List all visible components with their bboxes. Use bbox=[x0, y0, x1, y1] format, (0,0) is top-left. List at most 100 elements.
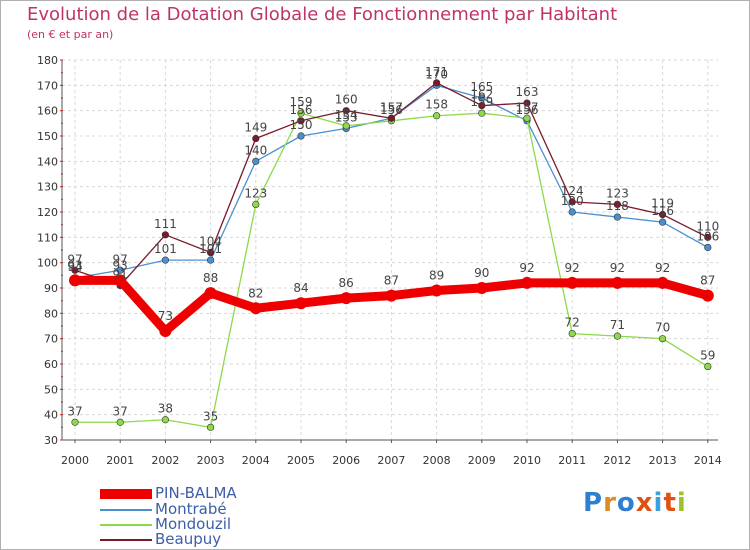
data-label-pin-balma: 87 bbox=[700, 274, 715, 288]
data-point-montrab- bbox=[478, 94, 486, 102]
data-label-pin-balma: 87 bbox=[384, 274, 399, 288]
data-label-beaupuy: 156 bbox=[290, 103, 313, 117]
data-label-montrab-: 140 bbox=[244, 143, 267, 157]
y-tick-label: 160 bbox=[37, 105, 58, 118]
data-point-pin-balma bbox=[656, 276, 669, 289]
data-point-beaupuy bbox=[704, 233, 712, 241]
y-tick-label: 40 bbox=[44, 409, 58, 422]
data-label-mondouzil: 157 bbox=[516, 100, 539, 114]
data-point-beaupuy bbox=[478, 101, 486, 110]
x-tick-label: 2009 bbox=[468, 454, 496, 467]
legend-item-montrabe: Montrabé bbox=[100, 500, 360, 518]
data-label-pin-balma: 82 bbox=[248, 286, 263, 300]
data-point-pin-balma bbox=[340, 292, 353, 305]
data-label-montrab-: 156 bbox=[516, 103, 539, 117]
data-label-beaupuy: 160 bbox=[335, 93, 358, 107]
data-label-mondouzil: 123 bbox=[244, 186, 267, 200]
data-label-pin-balma: 92 bbox=[519, 261, 534, 275]
legend-label-beaupuy: Beaupuy bbox=[155, 530, 222, 548]
data-point-montrab- bbox=[116, 266, 124, 274]
data-point-beaupuy bbox=[658, 210, 667, 219]
y-tick-label: 70 bbox=[44, 333, 58, 346]
data-point-beaupuy bbox=[161, 231, 169, 239]
x-tick-label: 2004 bbox=[242, 454, 270, 467]
data-label-montrab-: 153 bbox=[335, 110, 358, 124]
data-label-mondouzil: 154 bbox=[335, 108, 358, 122]
data-point-montrab- bbox=[252, 157, 260, 165]
data-point-mondouzil bbox=[704, 362, 712, 371]
logo-letter: x bbox=[635, 488, 654, 518]
data-label-beaupuy: 124 bbox=[561, 184, 584, 198]
proxiti-logo: Proxiti bbox=[583, 488, 687, 518]
data-point-montrab- bbox=[297, 132, 305, 140]
data-label-montrab-: 101 bbox=[154, 242, 177, 256]
data-point-pin-balma bbox=[521, 276, 533, 289]
data-point-mondouzil bbox=[433, 112, 441, 120]
y-tick-label: 130 bbox=[37, 181, 58, 194]
data-point-beaupuy bbox=[252, 134, 260, 143]
data-label-mondouzil: 158 bbox=[425, 98, 448, 112]
x-tick-label: 2005 bbox=[287, 454, 315, 467]
data-label-pin-balma: 73 bbox=[158, 309, 173, 323]
legend-label-montrabe: Montrabé bbox=[155, 500, 227, 518]
data-point-pin-balma bbox=[159, 325, 172, 338]
data-point-beaupuy bbox=[613, 200, 622, 208]
data-label-pin-balma: 89 bbox=[429, 269, 444, 283]
y-tick-label: 120 bbox=[37, 206, 58, 219]
data-point-mondouzil bbox=[613, 332, 622, 340]
y-tick-label: 60 bbox=[44, 358, 58, 371]
data-label-mondouzil: 159 bbox=[290, 95, 313, 109]
data-point-mondouzil bbox=[658, 335, 667, 343]
data-point-pin-balma bbox=[701, 289, 714, 302]
data-label-mondouzil: 70 bbox=[655, 321, 670, 335]
data-point-pin-balma bbox=[204, 287, 217, 300]
logo-letter: i bbox=[653, 488, 664, 518]
data-label-montrab-: 120 bbox=[561, 194, 584, 208]
data-point-montrab- bbox=[704, 243, 712, 252]
logo-letter: r bbox=[603, 488, 617, 518]
data-label-pin-balma: 84 bbox=[293, 281, 308, 295]
data-label-mondouzil: 35 bbox=[203, 409, 218, 423]
data-label-montrab-: 116 bbox=[651, 204, 674, 218]
x-tick-label: 2014 bbox=[694, 454, 722, 467]
data-label-mondouzil: 72 bbox=[565, 316, 580, 330]
data-label-mondouzil: 159 bbox=[470, 95, 493, 109]
data-point-mondouzil bbox=[523, 114, 531, 122]
data-label-beaupuy: 157 bbox=[380, 100, 403, 114]
data-point-pin-balma bbox=[385, 289, 398, 302]
legend-swatch-beaupuy bbox=[100, 539, 152, 541]
data-point-pin-balma bbox=[249, 302, 262, 315]
legend-item-beaupuy: Beaupuy bbox=[100, 530, 360, 548]
data-point-pin-balma bbox=[566, 276, 579, 289]
data-point-montrab- bbox=[161, 256, 169, 264]
data-point-montrab- bbox=[568, 208, 576, 216]
data-label-pin-balma: 92 bbox=[565, 261, 580, 275]
data-label-beaupuy: 149 bbox=[244, 121, 267, 135]
chart-title: Evolution de la Dotation Globale de Fonc… bbox=[27, 4, 618, 25]
data-label-mondouzil: 37 bbox=[113, 404, 128, 418]
legend-swatch-mondouzil bbox=[100, 524, 152, 526]
data-point-beaupuy bbox=[207, 248, 215, 257]
data-label-montrab-: 94 bbox=[67, 260, 82, 274]
x-tick-label: 2007 bbox=[377, 454, 405, 467]
legend-item-mondouzil: Mondouzil bbox=[100, 515, 360, 533]
x-tick-label: 2002 bbox=[151, 454, 179, 467]
data-point-mondouzil bbox=[342, 122, 350, 130]
data-label-montrab-: 170 bbox=[425, 67, 448, 81]
y-tick-label: 30 bbox=[44, 434, 58, 447]
y-tick-label: 100 bbox=[37, 257, 58, 270]
data-point-montrab- bbox=[613, 213, 622, 221]
data-point-pin-balma bbox=[69, 274, 81, 287]
data-label-beaupuy: 111 bbox=[154, 217, 177, 231]
data-point-mondouzil bbox=[478, 109, 486, 117]
x-tick-label: 2003 bbox=[197, 454, 225, 467]
data-label-pin-balma: 88 bbox=[203, 271, 218, 285]
chart-subtitle: (en € et par an) bbox=[27, 28, 114, 41]
legend-swatch-montrabe bbox=[100, 509, 152, 511]
data-point-mondouzil bbox=[116, 418, 124, 426]
x-tick-label: 2010 bbox=[513, 454, 541, 467]
x-tick-label: 2008 bbox=[423, 454, 451, 467]
data-label-montrab-: 157 bbox=[380, 100, 403, 114]
data-point-mondouzil bbox=[297, 109, 305, 117]
x-tick-label: 2001 bbox=[106, 454, 134, 467]
